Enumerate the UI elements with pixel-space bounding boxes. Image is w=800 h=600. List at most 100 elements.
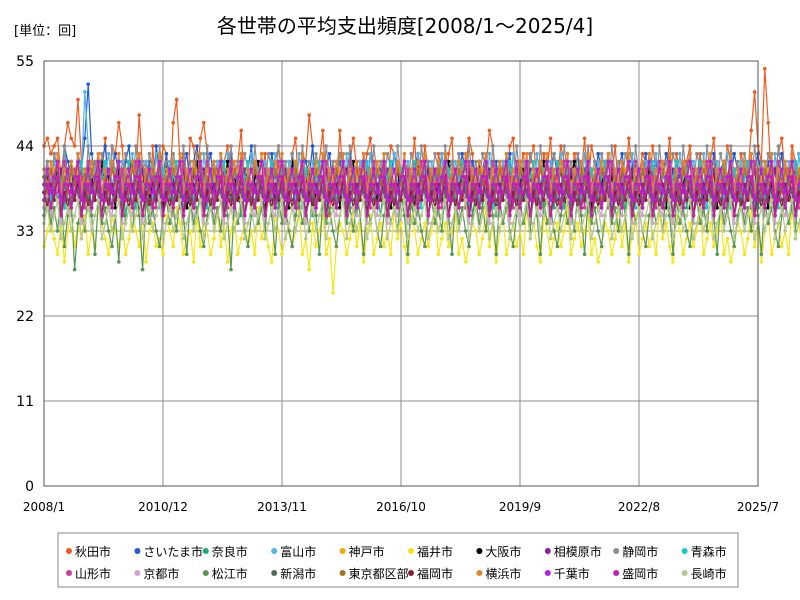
data-point <box>701 190 706 195</box>
data-point <box>582 175 587 179</box>
data-point <box>321 128 325 133</box>
data-point <box>368 151 373 156</box>
data-point <box>93 175 97 179</box>
data-point <box>763 159 767 164</box>
data-point <box>518 159 522 164</box>
data-point <box>157 244 162 249</box>
data-point <box>667 244 672 249</box>
data-point <box>559 190 563 195</box>
data-point <box>535 151 539 156</box>
data-point <box>661 159 665 164</box>
data-point <box>123 182 128 187</box>
data-point <box>467 144 471 148</box>
data-point <box>110 144 114 148</box>
data-point <box>627 151 631 156</box>
data-point <box>786 252 791 256</box>
data-point <box>742 190 747 195</box>
data-point <box>691 167 696 171</box>
data-point <box>270 182 274 187</box>
data-point <box>69 206 73 210</box>
data-point <box>361 151 366 156</box>
data-point <box>117 175 121 179</box>
data-point <box>96 151 101 156</box>
data-point <box>185 198 189 202</box>
data-point <box>606 151 611 156</box>
data-point <box>494 159 499 164</box>
data-point <box>304 167 308 171</box>
data-point <box>752 90 757 94</box>
data-point <box>630 151 634 156</box>
data-point <box>416 151 420 156</box>
data-point <box>501 175 505 179</box>
data-point <box>249 151 254 156</box>
data-point <box>763 66 767 71</box>
data-point <box>83 90 87 94</box>
data-point <box>130 190 135 195</box>
data-point <box>361 159 366 164</box>
data-point <box>62 167 67 171</box>
data-point <box>705 159 709 164</box>
data-point <box>246 182 250 187</box>
data-point <box>695 151 699 156</box>
data-point <box>569 159 573 164</box>
data-point <box>368 136 373 141</box>
data-point <box>283 159 288 164</box>
data-point <box>293 136 298 141</box>
data-point <box>134 144 138 148</box>
data-point <box>548 159 553 164</box>
data-point <box>644 175 648 179</box>
data-point <box>89 151 94 156</box>
data-point <box>776 167 781 171</box>
data-point <box>559 213 563 218</box>
data-point <box>83 182 87 187</box>
data-point <box>334 213 339 218</box>
data-point <box>317 190 322 195</box>
data-point <box>276 190 281 195</box>
data-point <box>161 144 165 148</box>
data-point <box>786 175 791 179</box>
data-point <box>137 159 141 164</box>
data-point <box>548 252 553 256</box>
data-point <box>307 167 312 171</box>
data-point <box>137 113 141 117</box>
data-point <box>630 167 634 171</box>
data-point <box>293 206 298 210</box>
data-point <box>412 159 417 164</box>
data-point <box>191 260 196 264</box>
data-point <box>406 159 410 164</box>
data-point <box>409 167 414 171</box>
data-point <box>45 159 50 164</box>
data-point <box>712 159 716 164</box>
data-point <box>181 252 186 256</box>
data-point <box>83 198 87 202</box>
data-point <box>525 151 529 156</box>
data-point <box>270 260 274 264</box>
data-point <box>664 175 668 179</box>
data-point <box>263 167 267 171</box>
data-point <box>657 159 662 164</box>
data-point <box>202 121 206 125</box>
data-point <box>423 221 427 226</box>
data-point <box>593 182 597 187</box>
data-point <box>599 159 604 164</box>
data-point <box>181 159 186 164</box>
data-point <box>586 159 590 164</box>
data-point <box>321 151 325 156</box>
data-point <box>304 213 308 218</box>
data-point <box>225 167 230 171</box>
data-point <box>103 198 107 202</box>
data-point <box>310 182 315 187</box>
data-point <box>45 229 50 233</box>
data-point <box>361 252 366 256</box>
data-point <box>780 167 784 171</box>
data-point <box>732 151 736 156</box>
data-point <box>535 167 539 171</box>
data-point <box>144 167 148 171</box>
data-point <box>225 260 230 264</box>
data-point <box>705 175 709 179</box>
data-point <box>334 206 339 210</box>
data-point <box>433 221 437 226</box>
data-point <box>219 229 223 233</box>
data-point <box>236 252 240 256</box>
data-point <box>341 159 346 164</box>
